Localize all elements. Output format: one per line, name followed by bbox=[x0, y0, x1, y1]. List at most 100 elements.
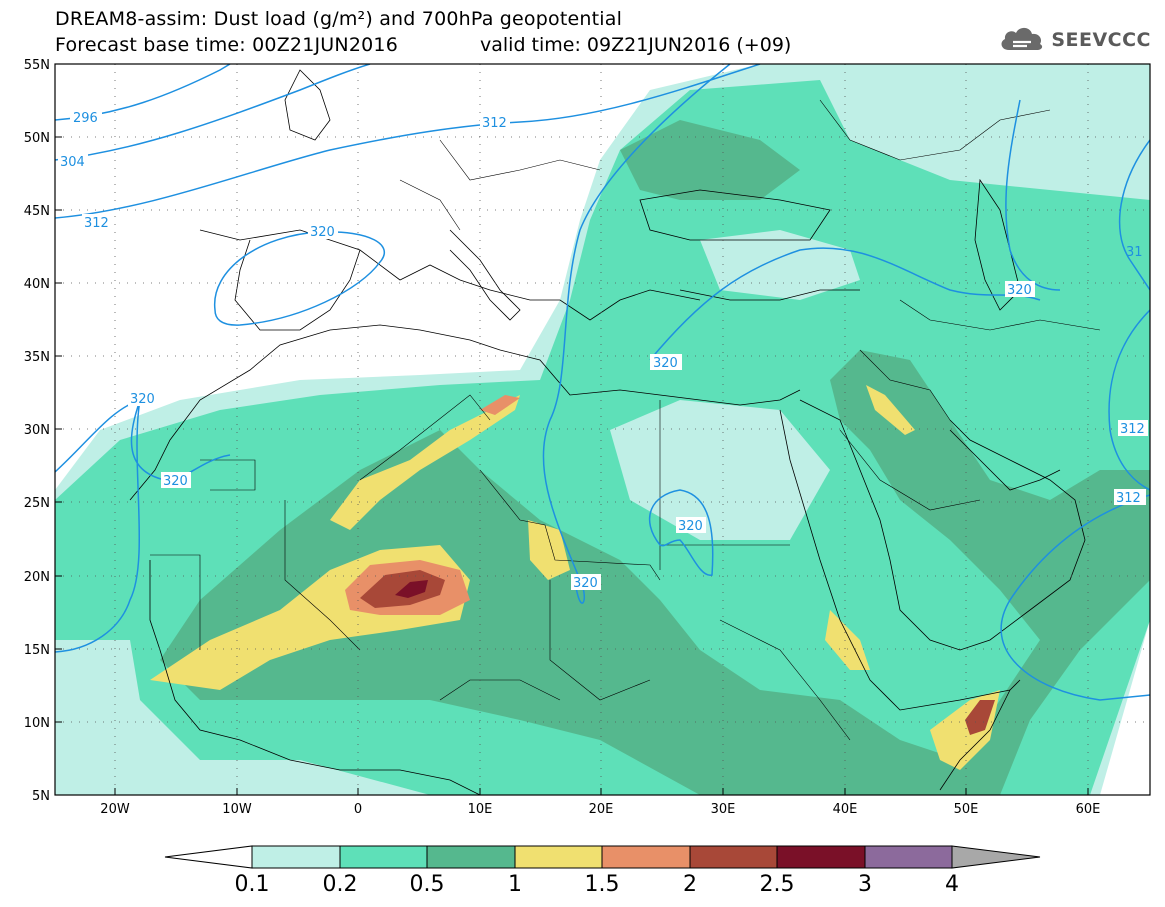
dust-load-field bbox=[55, 64, 1150, 795]
lon-label: 0 bbox=[354, 802, 362, 817]
contour-label-bg bbox=[480, 114, 510, 130]
colorbar-swatch-3 bbox=[864, 845, 953, 869]
lon-label: 40E bbox=[833, 802, 858, 817]
lat-label: 30N bbox=[24, 423, 50, 438]
colorbar-swatch-0.1 bbox=[251, 845, 341, 869]
contour-label: 312 bbox=[1120, 422, 1145, 437]
contour-label: 312 bbox=[84, 216, 109, 231]
colorbar-label: 4 bbox=[945, 872, 959, 897]
cloud-icon bbox=[997, 22, 1047, 58]
colorbar-label: 2.5 bbox=[759, 872, 795, 897]
valid-time: valid time: 09Z21JUN2016 (+09) bbox=[480, 34, 792, 56]
border-line bbox=[200, 459, 256, 491]
colorbar-swatch-2.5 bbox=[776, 845, 866, 869]
logo-text: SEEVCCC bbox=[1051, 29, 1151, 51]
contour-label-bg bbox=[70, 109, 102, 125]
contour-label-bg bbox=[161, 472, 191, 488]
colorbar-swatch-0.2 bbox=[339, 845, 428, 869]
border-line bbox=[150, 554, 201, 650]
contour-label: 312 bbox=[482, 116, 507, 131]
contour-312-south bbox=[1000, 494, 1150, 701]
contour-label: 320 bbox=[163, 474, 188, 489]
colorbar-swatch-0.5 bbox=[426, 845, 516, 869]
forecast-base-time: Forecast base time: 00Z21JUN2016 bbox=[55, 34, 398, 56]
contour-320-egypt bbox=[649, 489, 714, 576]
lat-label: 15N bbox=[24, 643, 50, 658]
lat-label: 20N bbox=[24, 570, 50, 585]
contour-312 bbox=[55, 64, 761, 219]
lon-label: 10E bbox=[468, 802, 493, 817]
colorbar-label: 2 bbox=[683, 872, 697, 897]
colorbar-label: 0.1 bbox=[234, 872, 270, 897]
contour-east-north bbox=[1005, 99, 1061, 291]
contour-label-bg bbox=[82, 214, 112, 230]
colorbar-label: 1.5 bbox=[584, 872, 620, 897]
contour-label: 320 bbox=[1007, 283, 1032, 298]
border-line bbox=[284, 500, 361, 651]
border-line bbox=[399, 179, 461, 231]
coastline-italy bbox=[449, 229, 521, 321]
border-line bbox=[859, 349, 951, 421]
contour-label: 296 bbox=[73, 111, 98, 126]
border-line bbox=[439, 679, 561, 701]
lon-label: 20E bbox=[589, 802, 614, 817]
contour-labels: 296 304 312 312 320 320 320 320 320 320 … bbox=[58, 109, 1148, 591]
dust-0.5-region-north bbox=[620, 120, 800, 200]
lat-label: 45N bbox=[24, 204, 50, 219]
contour-label: 31 bbox=[1126, 245, 1143, 260]
contour-label: 320 bbox=[653, 356, 678, 371]
contour-label-bg bbox=[676, 517, 706, 533]
lat-label: 10N bbox=[24, 716, 50, 731]
coastline-caspian bbox=[974, 178, 1021, 311]
contour-label-bg bbox=[308, 223, 338, 239]
colorbar-label: 0.2 bbox=[322, 872, 358, 897]
coastline-africa-west bbox=[129, 324, 801, 501]
contour-label-bg bbox=[571, 574, 601, 590]
lat-label: 55N bbox=[24, 58, 50, 73]
contour-label: 320 bbox=[573, 576, 598, 591]
contour-label: 320 bbox=[310, 225, 335, 240]
chart-title: DREAM8-assim: Dust load (g/m²) and 700hP… bbox=[55, 8, 623, 30]
border-line bbox=[839, 429, 981, 511]
border-line bbox=[819, 99, 1051, 161]
coastline-redsea bbox=[779, 409, 1021, 711]
colorbar-upper-triangle bbox=[951, 845, 1041, 869]
coastline-persian-gulf bbox=[949, 429, 1061, 491]
coastline-africa-south bbox=[149, 560, 481, 795]
colorbar-label: 1 bbox=[508, 872, 522, 897]
seevccc-logo: SEEVCCC bbox=[997, 22, 1151, 58]
border-line bbox=[549, 580, 651, 701]
lon-label: 60E bbox=[1076, 802, 1101, 817]
colorbar-swatch-1 bbox=[514, 845, 603, 869]
colorbar-label: 3 bbox=[858, 872, 872, 897]
contour-label-bg bbox=[58, 153, 88, 169]
colorbar-swatch-1.5 bbox=[601, 845, 691, 869]
country-borders bbox=[150, 99, 1101, 741]
map-area: 296 304 312 312 320 320 320 320 320 320 … bbox=[55, 64, 1150, 795]
border-line bbox=[899, 299, 1101, 331]
contour-312-gulf bbox=[1108, 309, 1150, 491]
lat-label: 25N bbox=[24, 496, 50, 511]
contour-label-bg bbox=[650, 354, 682, 370]
colorbar-lower-triangle bbox=[164, 845, 253, 869]
colorbar-label: 0.5 bbox=[409, 872, 445, 897]
dust-2.0-somalia bbox=[965, 700, 995, 735]
contour-320-east bbox=[649, 247, 1041, 361]
border-line bbox=[439, 139, 601, 181]
lon-label: 50E bbox=[954, 802, 979, 817]
lat-label: 35N bbox=[24, 350, 50, 365]
coastline-iberia bbox=[234, 239, 361, 331]
dust-1.0-algeria bbox=[330, 395, 520, 530]
graticule bbox=[55, 64, 1150, 795]
dust-2.5-region bbox=[395, 580, 428, 598]
coastline-uk bbox=[284, 69, 331, 141]
contour-label-bg bbox=[1114, 489, 1146, 505]
coastline-blacksea bbox=[639, 189, 831, 241]
contour-label: 304 bbox=[60, 155, 85, 170]
coastline-arabia bbox=[799, 399, 1086, 651]
lon-label: 30E bbox=[711, 802, 736, 817]
contour-312-east bbox=[1118, 139, 1150, 291]
colorbar bbox=[164, 845, 1041, 869]
lon-label: 10W bbox=[222, 802, 252, 817]
border-line bbox=[719, 619, 851, 741]
